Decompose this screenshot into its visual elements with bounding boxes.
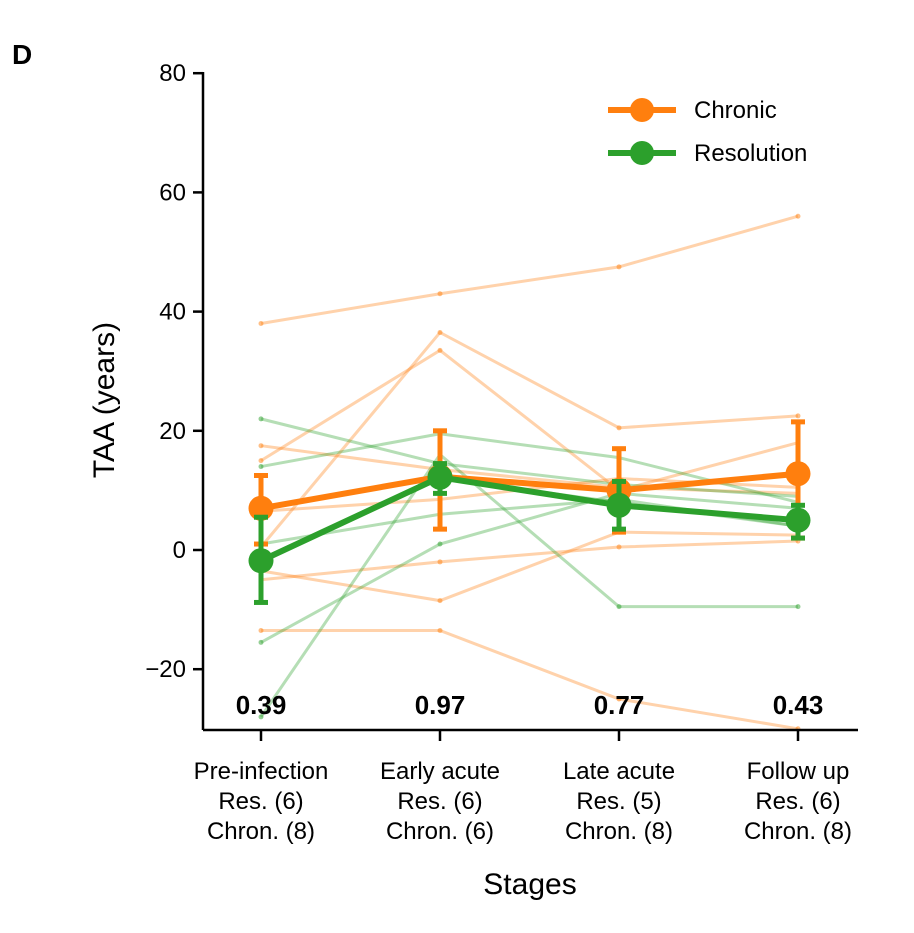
x-tick-label: Pre-infection — [194, 758, 329, 785]
p-value-label: 0.97 — [415, 690, 466, 720]
chronic-subject-line — [261, 628, 799, 730]
chronic-subject-point — [258, 627, 264, 633]
p-value-label: 0.43 — [773, 690, 824, 720]
y-tick-label: 20 — [159, 418, 186, 445]
resolution-mean-point — [606, 492, 632, 518]
y-axis-title: TAA (years) — [88, 322, 121, 478]
chronic-subject-point — [437, 329, 443, 335]
chronic-subject-point — [795, 413, 801, 419]
chronic-subject-line — [260, 530, 799, 603]
chronic-subject-line — [260, 539, 799, 582]
chronic-subject-point — [437, 559, 443, 565]
chronic-subject-line — [260, 444, 799, 495]
y-ticks: −20 0 20 40 60 80 — [145, 60, 203, 683]
chronic-subject-point — [258, 321, 264, 327]
x-tick-label: Res. (6) — [218, 788, 303, 815]
chronic-subject-line — [260, 214, 799, 325]
legend-chronic-marker — [630, 98, 654, 122]
chronic-mean-point — [248, 495, 274, 521]
x-tick-label: Early acute — [380, 758, 500, 785]
y-tick-label: 0 — [173, 537, 186, 564]
x-tick-label: Res. (5) — [576, 788, 661, 815]
x-tick-label: Res. (6) — [755, 788, 840, 815]
resolution-mean-point — [427, 464, 453, 490]
individual-lines-layer — [258, 213, 801, 730]
resolution-subject-point — [258, 714, 264, 720]
p-value-label: 0.39 — [236, 690, 287, 720]
resolution-subject-point — [258, 639, 264, 645]
chronic-subject-point — [437, 347, 443, 353]
x-ticks: Pre-infection Res. (6) Chron. (8) Early acu… — [194, 730, 852, 845]
y-tick-label: 40 — [159, 299, 186, 326]
chronic-subject-point — [616, 544, 622, 550]
y-tick-label: 60 — [159, 179, 186, 206]
resolution-subject-line — [259, 452, 798, 718]
x-tick-label: Res. (6) — [397, 788, 482, 815]
resolution-subject-line — [260, 417, 799, 498]
chronic-subject-point — [616, 696, 622, 702]
chronic-subject-point — [437, 291, 443, 297]
chronic-subject-point — [616, 264, 622, 270]
chronic-subject-point — [795, 213, 801, 219]
x-tick-label: Late acute — [563, 758, 675, 785]
legend: Chronic Resolution — [608, 97, 807, 167]
chronic-mean-line — [260, 470, 799, 512]
x-axis-title: Stages — [483, 868, 576, 901]
p-values: 0.39 0.97 0.77 0.43 — [236, 690, 824, 720]
x-tick-label: Chron. (8) — [207, 818, 315, 845]
resolution-mean-point — [248, 548, 274, 574]
series-layer — [248, 419, 811, 605]
legend-resolution-label: Resolution — [694, 140, 807, 167]
x-tick-label: Chron. (8) — [565, 818, 673, 845]
panel-label: D — [12, 39, 32, 70]
x-tick-label: Follow up — [747, 758, 850, 785]
legend-chronic-label: Chronic — [694, 97, 777, 124]
legend-resolution-marker — [630, 141, 654, 165]
chronic-subject-point — [437, 627, 443, 633]
resolution-subject-line — [260, 491, 799, 644]
resolution-subject-point — [437, 541, 443, 547]
y-tick-label: 80 — [159, 60, 186, 87]
resolution-subject-point — [258, 416, 264, 422]
resolution-subject-point — [795, 604, 801, 610]
x-tick-label: Chron. (8) — [744, 818, 852, 845]
chronic-subject-point — [258, 458, 264, 464]
resolution-mean-line — [259, 474, 799, 564]
chronic-subject-point — [616, 425, 622, 431]
chronic-subject-line — [260, 348, 799, 493]
p-value-label: 0.77 — [594, 690, 645, 720]
resolution-mean-point — [785, 507, 811, 533]
y-tick-label: −20 — [145, 656, 186, 683]
resolution-subject-point — [616, 604, 622, 610]
x-tick-label: Chron. (6) — [386, 818, 494, 845]
chronic-subject-line — [259, 330, 799, 548]
chronic-mean-point — [785, 461, 811, 487]
resolution-subject-point — [258, 464, 264, 470]
chronic-subject-point — [437, 598, 443, 604]
chronic-subject-point — [258, 443, 264, 449]
